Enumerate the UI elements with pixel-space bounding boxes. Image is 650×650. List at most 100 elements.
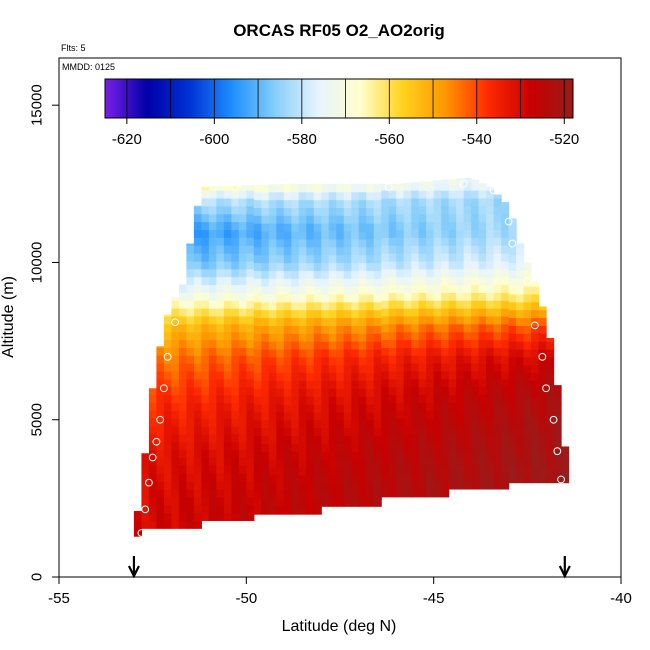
heatmap-cell <box>313 451 322 460</box>
heatmap-cell <box>313 262 322 271</box>
heatmap-cell <box>343 372 352 382</box>
heatmap-cell <box>433 323 442 333</box>
heatmap-cell <box>208 426 217 435</box>
heatmap-cell <box>448 268 457 278</box>
colorbar-segment <box>454 79 458 118</box>
heatmap-cell <box>156 418 165 427</box>
heatmap-cell <box>546 466 555 476</box>
heatmap-cell <box>456 315 465 325</box>
heatmap-cell <box>261 293 270 303</box>
heatmap-cell <box>366 411 375 421</box>
heatmap-cell <box>373 341 382 350</box>
heatmap-cell <box>223 253 232 262</box>
heatmap-cell <box>313 199 322 209</box>
heatmap-cell <box>396 465 405 474</box>
heatmap-cell <box>306 341 315 350</box>
heatmap-cell <box>426 300 435 309</box>
heatmap-cell <box>253 404 262 413</box>
heatmap-cell <box>216 426 225 435</box>
heatmap-cell <box>261 474 270 484</box>
heatmap-cell <box>306 435 315 444</box>
heatmap-cell <box>276 278 285 287</box>
heatmap-cell <box>456 331 465 341</box>
heatmap-cell <box>156 394 165 404</box>
heatmap-cell <box>343 411 352 421</box>
heatmap-cell <box>336 223 345 232</box>
heatmap-cell <box>328 388 337 397</box>
heatmap-cell <box>238 308 247 317</box>
heatmap-cell <box>403 260 412 270</box>
heatmap-cell <box>508 223 517 232</box>
colorbar-segment <box>273 79 277 118</box>
heatmap-cell <box>171 504 180 514</box>
heatmap-cell <box>328 262 337 271</box>
heatmap-cell <box>516 435 525 444</box>
heatmap-cell <box>178 496 187 506</box>
heatmap-cell <box>306 278 315 287</box>
heatmap-cell <box>171 410 180 419</box>
heatmap-cell <box>478 378 487 388</box>
heatmap-cell <box>163 520 172 529</box>
heatmap-cell <box>223 418 232 427</box>
colorbar-segment <box>339 79 342 118</box>
x-tick-label: -40 <box>610 590 632 607</box>
heatmap-cell <box>388 331 397 341</box>
colorbar-segment <box>301 79 305 118</box>
heatmap-cell <box>403 221 412 231</box>
heatmap-cell <box>193 205 202 207</box>
heatmap-cell <box>448 197 457 207</box>
heatmap-cell <box>268 238 277 248</box>
heatmap-cell <box>516 427 525 437</box>
heatmap-cell <box>478 276 487 286</box>
heatmap-cell <box>201 433 210 443</box>
heatmap-cell <box>321 443 330 452</box>
heatmap-cell <box>313 317 322 326</box>
heatmap-cell <box>253 333 262 342</box>
heatmap-cell <box>216 300 225 309</box>
colorbar-segment <box>262 79 266 118</box>
heatmap-cell <box>351 459 360 468</box>
heatmap-cell <box>441 473 450 482</box>
heatmap-cell <box>396 292 405 301</box>
heatmap-cell <box>493 194 502 199</box>
heatmap-cell <box>261 207 270 216</box>
colorbar-segment <box>354 79 357 118</box>
colorbar-segment <box>207 79 211 118</box>
heatmap-cell <box>373 404 382 413</box>
colorbar-segment <box>516 79 519 118</box>
colorbar-tick-label: -600 <box>199 131 229 148</box>
heatmap-cell <box>283 474 292 484</box>
heatmap-cell <box>216 229 225 238</box>
heatmap-cell <box>163 378 172 388</box>
heatmap-cell <box>283 466 292 476</box>
heatmap-cell <box>336 466 345 476</box>
heatmap-cell <box>471 378 480 388</box>
heatmap-cell <box>448 473 457 482</box>
heatmap-cell <box>403 426 412 435</box>
heatmap-cell <box>298 427 307 437</box>
heatmap-cell <box>471 197 480 207</box>
heatmap-cell <box>366 215 375 224</box>
heatmap-cell <box>433 473 442 482</box>
heatmap-cell <box>343 498 352 507</box>
heatmap-cell <box>298 333 307 342</box>
heatmap-cell <box>328 223 337 232</box>
heatmap-cell <box>441 394 450 404</box>
colorbar-segment <box>404 79 408 118</box>
heatmap-cell <box>351 262 360 271</box>
colorbar-segment <box>365 79 368 118</box>
heatmap-cell <box>223 370 232 380</box>
heatmap-cell <box>486 370 495 380</box>
heatmap-cell <box>201 363 210 372</box>
heatmap-cell <box>493 292 502 301</box>
colorbar-segment <box>424 79 427 118</box>
heatmap-cell <box>216 339 225 348</box>
heatmap-cell <box>388 394 397 404</box>
heatmap-cell <box>351 348 360 358</box>
profile-markers <box>127 556 571 579</box>
heatmap-cell <box>523 278 532 287</box>
heatmap-cell <box>171 394 180 404</box>
heatmap-cell <box>418 197 427 207</box>
heatmap-cell <box>291 364 300 374</box>
heatmap-cell <box>463 402 472 411</box>
